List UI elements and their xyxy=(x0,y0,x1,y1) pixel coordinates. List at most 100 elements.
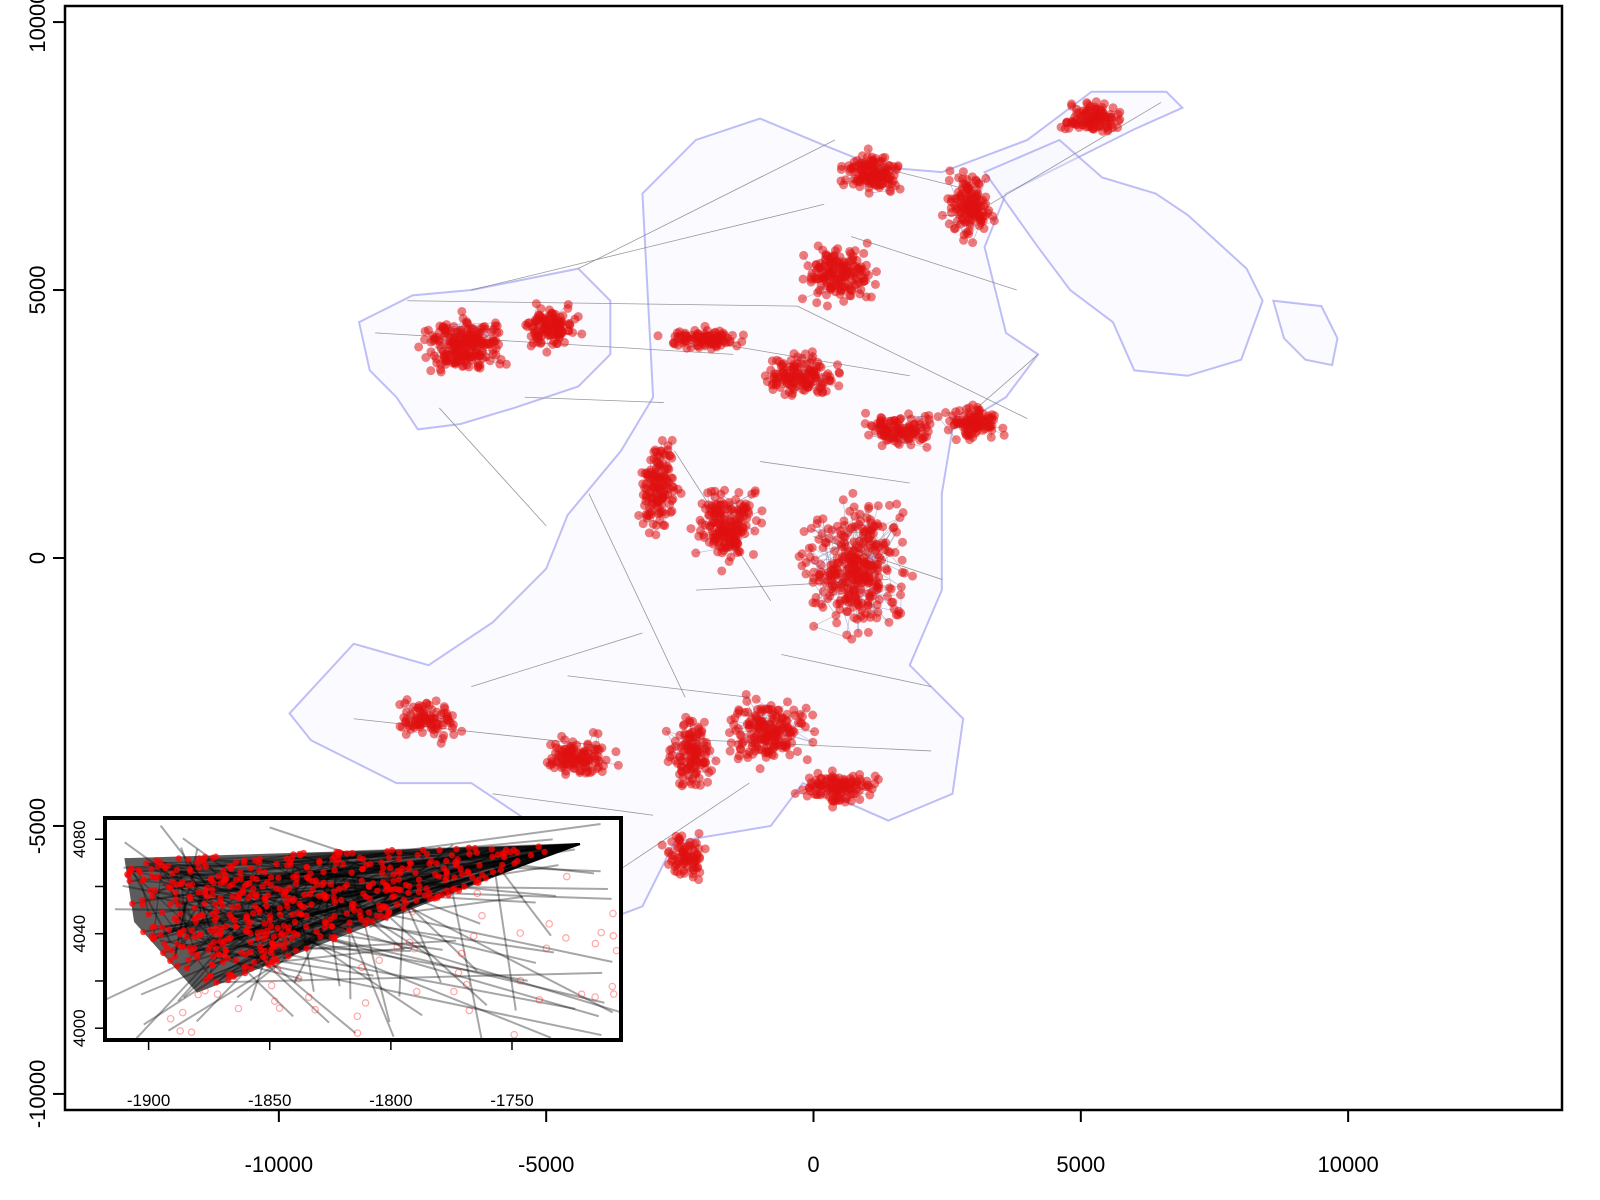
data-point xyxy=(933,412,943,422)
data-point xyxy=(450,342,460,352)
network-edge xyxy=(407,300,798,307)
data-point xyxy=(907,424,917,434)
data-point xyxy=(760,735,770,745)
inset-data-point xyxy=(280,922,288,929)
data-point xyxy=(788,726,798,736)
data-point xyxy=(810,376,820,386)
data-point xyxy=(425,711,435,721)
inset-data-point xyxy=(319,891,328,900)
inset-data-point xyxy=(423,885,430,892)
inset-network-edge xyxy=(114,908,370,914)
inset-network-edge xyxy=(151,843,581,937)
inset-data-point xyxy=(241,969,249,977)
inset-data-point xyxy=(294,931,301,939)
data-point xyxy=(613,760,623,770)
data-point xyxy=(832,786,842,796)
data-point xyxy=(862,152,872,162)
network-edge xyxy=(471,203,825,291)
inset-data-point xyxy=(331,899,339,906)
data-point xyxy=(867,421,877,431)
data-point xyxy=(735,547,745,557)
data-point xyxy=(1100,111,1110,121)
inset-data-point xyxy=(373,887,381,895)
data-point xyxy=(701,333,711,343)
inset-data-point xyxy=(270,933,278,941)
inset-data-point xyxy=(479,871,486,879)
data-point xyxy=(706,507,716,517)
data-point xyxy=(399,713,409,723)
data-point xyxy=(869,164,879,174)
inset-data-point xyxy=(320,879,327,887)
inset-data-point xyxy=(263,902,270,910)
inset-data-point xyxy=(185,856,192,863)
inset-data-point xyxy=(275,874,282,881)
data-point xyxy=(852,777,862,787)
data-point xyxy=(845,291,855,301)
x-tick-label: -5000 xyxy=(518,1152,574,1177)
data-point xyxy=(691,780,701,790)
inset-network-edge xyxy=(247,915,307,919)
data-point xyxy=(653,331,663,341)
data-point xyxy=(833,270,843,280)
inset-data-point xyxy=(212,901,219,908)
inset-data-point xyxy=(285,952,292,960)
inset-data-point xyxy=(330,894,337,901)
inset-data-point xyxy=(379,903,387,910)
inset-network-edge xyxy=(223,842,580,881)
data-point xyxy=(711,341,721,351)
data-point xyxy=(814,285,824,295)
inset-data-point xyxy=(309,877,316,885)
data-point xyxy=(848,488,858,498)
data-point xyxy=(414,342,424,352)
inset-network-edge xyxy=(253,961,602,1037)
data-point xyxy=(714,541,724,551)
data-point xyxy=(1090,102,1100,112)
data-point xyxy=(809,621,819,631)
inset-network-edge xyxy=(335,862,362,917)
inset-data-point xyxy=(271,954,278,962)
data-point xyxy=(973,402,983,412)
data-point xyxy=(810,727,820,737)
data-point xyxy=(530,315,540,325)
inset-data-point xyxy=(174,962,181,969)
data-point xyxy=(830,546,840,556)
inset-data-point xyxy=(126,877,133,885)
data-point xyxy=(892,499,902,509)
data-point xyxy=(830,246,840,256)
data-point xyxy=(667,435,677,445)
inset-data-point xyxy=(186,866,193,873)
inset-network-edge xyxy=(151,876,224,907)
inset-data-point xyxy=(432,871,439,878)
inset-data-point xyxy=(151,935,158,942)
network-edge xyxy=(588,493,686,698)
data-point xyxy=(717,566,727,576)
inset-data-point xyxy=(393,901,401,908)
inset-data-point xyxy=(358,877,365,885)
inset-data-point xyxy=(386,864,394,871)
data-point xyxy=(881,564,891,574)
inset-data-point xyxy=(451,874,458,881)
data-point xyxy=(764,704,774,714)
data-point xyxy=(431,696,441,706)
inset-data-point xyxy=(400,896,407,903)
inset-network-edge xyxy=(105,964,178,1001)
data-point xyxy=(958,412,968,422)
data-point xyxy=(680,336,690,346)
inset-network-edge xyxy=(153,849,393,940)
data-point xyxy=(863,627,873,637)
inset-data-point xyxy=(264,927,271,934)
inset-network-edge xyxy=(171,893,240,951)
data-point xyxy=(435,327,445,337)
data-point xyxy=(731,495,741,505)
inset-data-point xyxy=(443,869,451,877)
data-point xyxy=(822,301,832,311)
data-point xyxy=(855,289,865,299)
main-plot-area xyxy=(288,90,1339,924)
inset-data-point xyxy=(426,895,433,902)
data-point xyxy=(772,725,782,735)
inset-network-edge xyxy=(285,868,363,944)
inset-data-point xyxy=(497,866,505,874)
data-point xyxy=(831,610,841,620)
inset-data-point xyxy=(280,892,287,899)
